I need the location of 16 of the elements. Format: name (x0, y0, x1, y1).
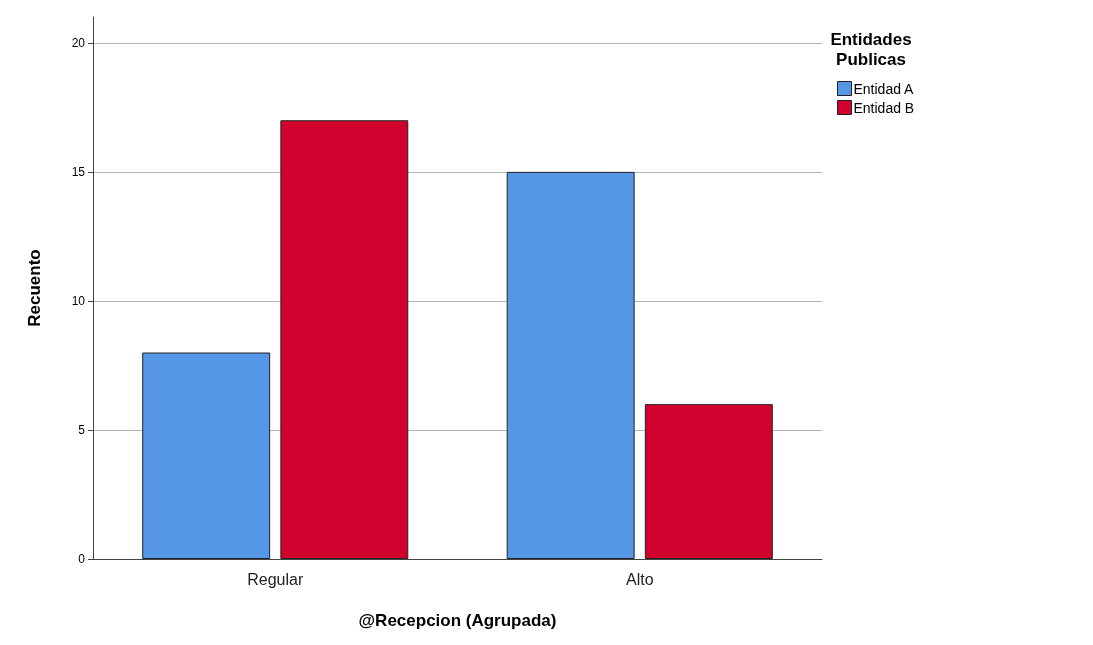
x-tick-label: Regular (247, 570, 304, 588)
bar (142, 352, 271, 559)
bar (280, 120, 409, 559)
legend-title: Entidades Publicas (830, 29, 912, 69)
bar (506, 171, 635, 559)
legend-label: Entidad A (853, 80, 915, 97)
y-axis-title: Recuento (25, 249, 44, 327)
y-tick-label: 5 (78, 422, 86, 437)
y-tick-label: 15 (71, 164, 86, 179)
x-axis-title: @Recepcion (Agrupada) (358, 611, 557, 630)
y-tick-label: 20 (71, 35, 86, 50)
legend-label: Entidad B (853, 99, 915, 116)
x-tick-label: Alto (625, 570, 654, 588)
y-tick-label: 0 (78, 552, 86, 566)
bar (644, 404, 773, 559)
y-tick-label: 10 (71, 293, 86, 308)
